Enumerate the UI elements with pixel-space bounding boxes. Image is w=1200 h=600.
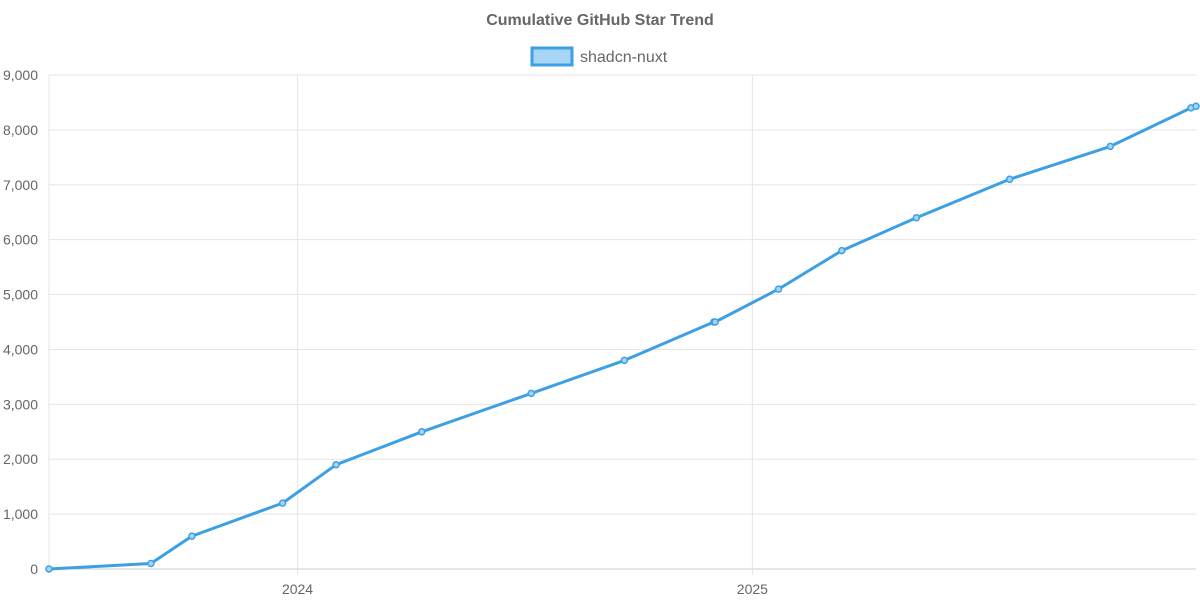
x-tick-label: 2024: [282, 581, 313, 597]
y-tick-label: 6,000: [3, 232, 38, 248]
grid: [48, 74, 1196, 575]
series-layer: [45, 102, 1200, 573]
data-point[interactable]: [278, 499, 287, 507]
data-point[interactable]: [418, 428, 426, 436]
data-point[interactable]: [1106, 142, 1115, 151]
y-tick-label: 3,000: [3, 396, 38, 412]
data-point[interactable]: [45, 565, 53, 573]
data-point[interactable]: [332, 460, 340, 469]
y-tick-label: 9,000: [3, 67, 38, 83]
data-point[interactable]: [774, 285, 783, 293]
data-point[interactable]: [147, 559, 155, 568]
data-point[interactable]: [711, 318, 719, 326]
legend-label-shadcn-nuxt[interactable]: shadcn-nuxt: [580, 49, 668, 66]
y-tick-label: 5,000: [3, 287, 38, 303]
x-tick-label: 2025: [737, 581, 768, 597]
data-point[interactable]: [838, 246, 846, 255]
chart-title: Cumulative GitHub Star Trend: [486, 12, 714, 29]
data-point[interactable]: [912, 213, 921, 222]
legend-swatch[interactable]: [530, 46, 574, 67]
series-line-shadcn-nuxt: [47, 104, 1198, 571]
data-point[interactable]: [188, 532, 196, 540]
y-tick-label: 7,000: [3, 177, 38, 193]
y-axis-ticks: 0 1,000 2,000 3,000 4,000 5,000 6,000 7,000 8,00…: [3, 67, 38, 577]
y-tick-label: 1,000: [3, 506, 38, 522]
y-tick-label: 0: [30, 561, 38, 577]
y-tick-label: 2,000: [3, 451, 38, 467]
data-point[interactable]: [620, 356, 629, 365]
data-point[interactable]: [1192, 102, 1200, 111]
data-point[interactable]: [1005, 175, 1014, 184]
data-point[interactable]: [527, 389, 535, 398]
y-tick-label: 4,000: [3, 341, 38, 357]
x-axis-ticks: 2024 2025: [282, 581, 768, 597]
legend[interactable]: shadcn-nuxt: [530, 46, 668, 67]
y-tick-label: 8,000: [3, 122, 38, 138]
